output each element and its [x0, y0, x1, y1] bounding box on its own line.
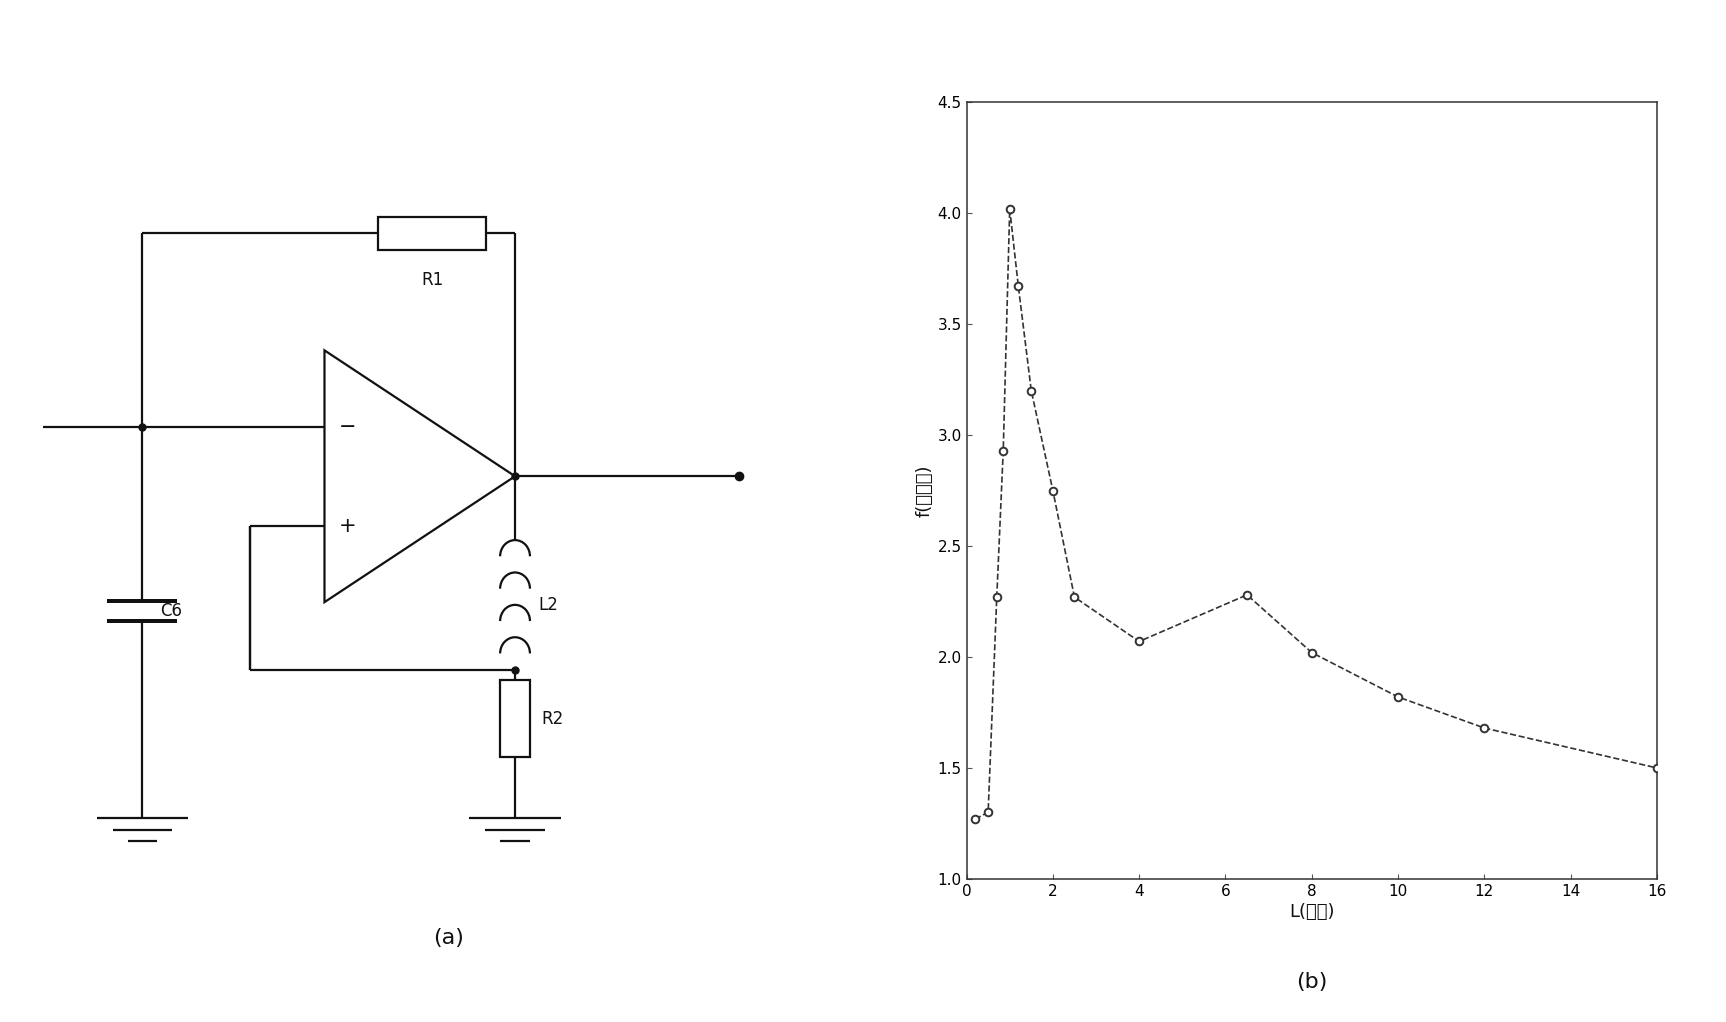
Text: (b): (b) — [1296, 972, 1327, 992]
Text: C6: C6 — [161, 602, 183, 620]
Bar — [501, 681, 530, 757]
Text: (a): (a) — [433, 928, 464, 948]
Text: L2: L2 — [539, 596, 557, 614]
Y-axis label: f(兆赫兹): f(兆赫兹) — [915, 464, 934, 517]
Text: −: − — [338, 417, 357, 436]
Text: +: + — [338, 516, 357, 536]
Text: R1: R1 — [421, 271, 444, 289]
Bar — [378, 218, 487, 249]
Text: R2: R2 — [542, 709, 564, 728]
X-axis label: L(微亨): L(微亨) — [1289, 903, 1334, 921]
